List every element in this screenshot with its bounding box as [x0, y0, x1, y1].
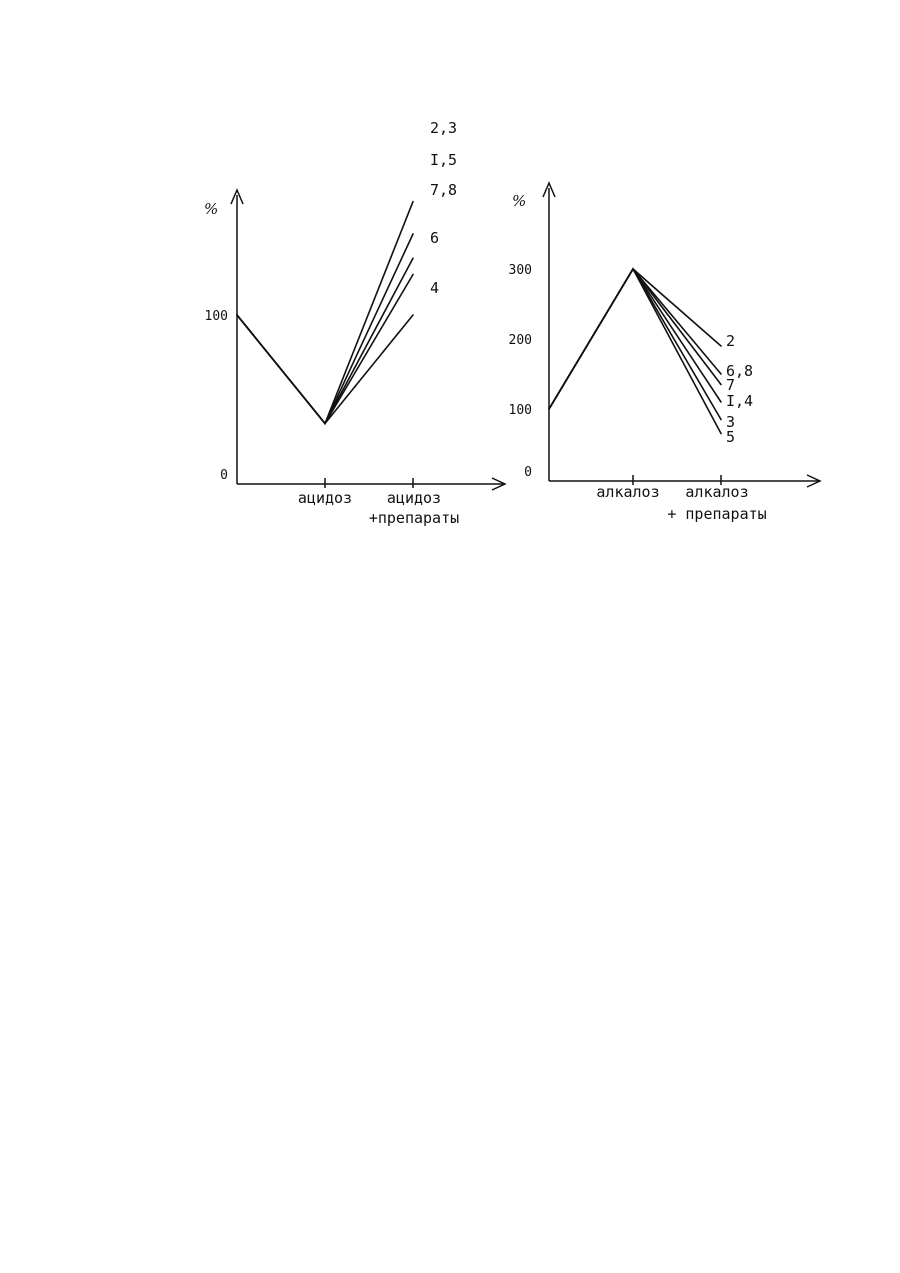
x-category-label: +препараты — [369, 509, 459, 527]
y-axis-unit: % — [512, 192, 526, 210]
series-line-2 — [549, 269, 721, 409]
series-line-4 — [237, 315, 413, 424]
series-label: 6 — [430, 229, 439, 247]
x-category-label: ацидоз — [387, 489, 441, 507]
series-line-2-3 — [237, 202, 413, 424]
x-category-label: алкалоз — [685, 483, 748, 501]
series-line-I-5 — [237, 234, 413, 424]
y-tick-label: 100 — [205, 309, 228, 324]
series-label: I,4 — [726, 392, 753, 410]
series-line-6 — [237, 275, 413, 424]
series-line-7 — [549, 269, 721, 409]
series-line-I-4 — [549, 269, 721, 409]
series-label: 2 — [726, 332, 735, 350]
x-category-label: алкалоз — [596, 483, 659, 501]
alkalosis-chart: % 0 100 200 300 алкалоз алкалоз + препараты 2… — [509, 183, 820, 523]
series-label: 4 — [430, 279, 439, 297]
series-line-6-8 — [549, 269, 721, 409]
y-tick-label: 200 — [509, 333, 532, 348]
x-category-label: + препараты — [667, 505, 766, 523]
acidosis-chart: % 0 100 ацидоз ацидоз +препараты 2,3 I,5 7,8 6… — [204, 119, 505, 527]
y-tick-label: 100 — [509, 403, 532, 418]
y-tick-label: 0 — [524, 465, 532, 480]
series-label: 2,3 — [430, 119, 457, 137]
series-line-7-8 — [237, 258, 413, 423]
y-axis-unit: % — [204, 200, 218, 218]
y-tick-label: 300 — [509, 263, 532, 278]
x-category-label: ацидоз — [298, 489, 352, 507]
series-label: 5 — [726, 428, 735, 446]
series-label: I,5 — [430, 151, 457, 169]
series-label: 7,8 — [430, 181, 457, 199]
y-tick-label: 0 — [220, 468, 228, 483]
